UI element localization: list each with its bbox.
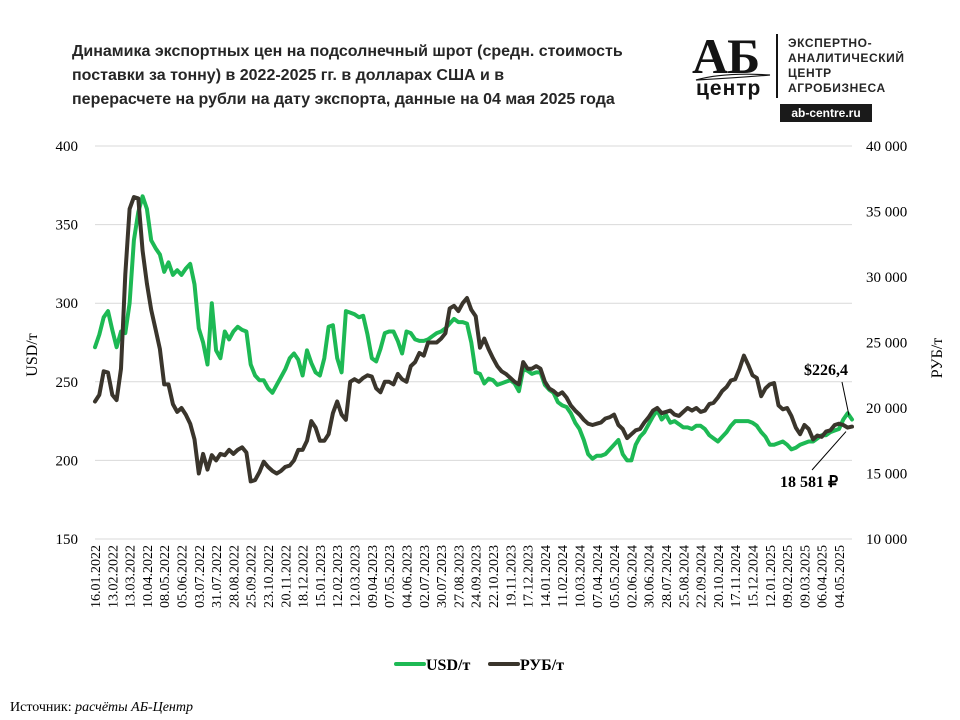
logo-divider [776, 34, 778, 98]
title-line-3: перерасчете на рубли на дату экспорта, д… [72, 91, 615, 108]
x-tick-label: 27.08.2023 [452, 545, 467, 608]
x-tick-label: 20.11.2022 [279, 545, 294, 607]
y-axis-title-right: РУБ/т [929, 338, 946, 378]
x-tick-label: 15.01.2023 [314, 545, 329, 608]
y-tick-label-left: 300 [56, 296, 79, 312]
annotation-usd-last: $226,4 [804, 362, 848, 379]
x-axis: 16.01.2022 13.02.2022 13.03.2022 10.04.2022… [89, 538, 852, 608]
y-tick-label-right: 25 000 [866, 336, 907, 352]
x-tick-label: 05.05.2024 [608, 545, 623, 608]
source-label: Источник: [10, 700, 72, 715]
x-tick-label: 30.07.2023 [435, 545, 450, 608]
x-tick-label: 14.01.2024 [539, 545, 554, 608]
y-axis-left: 150 200 250 300 350 400 USD/т [24, 139, 78, 548]
logo-letters: АБ [692, 28, 760, 84]
x-tick-label: 18.12.2022 [297, 545, 312, 608]
y-tick-label-left: 400 [56, 139, 79, 155]
x-tick-label: 12.02.2023 [331, 545, 346, 608]
x-tick-label: 17.11.2024 [729, 545, 744, 607]
y-tick-label-right: 30 000 [866, 270, 907, 286]
annotation-rub-last: 18 581 ₽ [780, 474, 838, 491]
x-tick-label: 28.07.2024 [660, 545, 675, 608]
logo-subtitle: центр [696, 77, 762, 100]
x-tick-label: 09.02.2025 [781, 545, 796, 608]
series-line-usd [93, 194, 854, 463]
x-tick-label: 25.09.2022 [245, 545, 260, 608]
series-line-rub [93, 195, 854, 484]
logo-line-4: АГРОБИЗНЕСА [788, 81, 886, 95]
x-tick-label: 04.06.2023 [400, 545, 415, 608]
x-tick-label: 09.04.2023 [366, 545, 381, 608]
title-line-2: поставки за тонну) в 2022-2025 гг. в дол… [72, 67, 505, 84]
x-tick-label: 11.02.2024 [556, 545, 571, 607]
logo-line-2: АНАЛИТИЧЕСКИЙ [788, 51, 905, 65]
x-tick-label: 04.05.2025 [833, 545, 848, 608]
logo-line-3: ЦЕНТР [788, 66, 832, 80]
x-tick-label: 10.04.2022 [141, 545, 156, 608]
x-tick-label: 12.01.2025 [764, 545, 779, 608]
logo-text: ЭКСПЕРТНО- АНАЛИТИЧЕСКИЙ ЦЕНТР АГРОБИЗНЕ… [788, 36, 905, 96]
x-tick-label: 15.12.2024 [747, 545, 762, 608]
x-tick-label: 02.07.2023 [418, 545, 433, 608]
x-tick-label: 13.02.2022 [106, 545, 121, 608]
x-tick-label: 24.09.2023 [470, 545, 485, 608]
legend: USD/т РУБ/т [394, 657, 564, 674]
x-tick-label: 16.01.2022 [89, 545, 104, 608]
y-tick-label-right: 35 000 [866, 205, 907, 221]
legend-rub-label: РУБ/т [520, 657, 564, 674]
y-tick-label-left: 250 [56, 375, 79, 391]
x-tick-label: 19.11.2023 [504, 545, 519, 607]
x-tick-label: 13.03.2022 [124, 545, 139, 608]
y-tick-label-left: 350 [56, 218, 79, 234]
x-tick-label: 03.07.2022 [193, 545, 208, 608]
x-tick-label: 28.08.2022 [227, 545, 242, 608]
x-tick-label: 10.03.2024 [573, 545, 588, 608]
source-text: расчёты АБ-Центр [75, 700, 193, 715]
x-tick-label: 22.09.2024 [695, 545, 710, 608]
x-tick-label: 23.10.2022 [262, 545, 277, 608]
x-tick-label: 25.08.2024 [677, 545, 692, 608]
y-axis-title-left: USD/т [24, 333, 41, 376]
chart-title: Динамика экспортных цен на подсолнечный … [72, 40, 684, 112]
x-tick-label: 30.06.2024 [643, 545, 658, 608]
source-note: Источник: расчёты АБ-Центр [10, 700, 193, 716]
legend-usd-label: USD/т [426, 657, 470, 674]
y-tick-label-left: 200 [56, 453, 79, 469]
series-lines [93, 194, 854, 484]
annotation-rub-leader [811, 431, 847, 471]
logo-leaf-icon [695, 73, 771, 81]
x-tick-label: 07.04.2024 [591, 545, 606, 608]
x-tick-label: 08.05.2022 [158, 545, 173, 608]
annotation-usd-leader [841, 381, 850, 416]
y-axis-right: 10 000 15 000 20 000 25 000 30 000 35 000 40 0… [866, 139, 946, 548]
x-tick-label: 07.05.2023 [383, 545, 398, 608]
annotations: $226,4 18 581 ₽ [780, 362, 850, 491]
x-tick-label: 22.10.2023 [487, 545, 502, 608]
logo-url: ab-centre.ru [780, 104, 872, 122]
x-tick-label: 02.06.2024 [625, 545, 640, 608]
y-tick-label-right: 15 000 [866, 467, 907, 483]
y-tick-label-right: 20 000 [866, 401, 907, 417]
x-tick-label: 12.03.2023 [349, 545, 364, 608]
x-tick-label: 20.10.2024 [712, 545, 727, 608]
x-tick-label: 17.12.2023 [522, 545, 537, 608]
y-tick-label-left: 150 [56, 532, 79, 548]
title-line-1: Динамика экспортных цен на подсолнечный … [72, 43, 623, 60]
x-tick-label: 05.06.2022 [176, 545, 191, 608]
y-tick-label-right: 10 000 [866, 532, 907, 548]
logo-line-1: ЭКСПЕРТНО- [788, 36, 873, 50]
x-tick-label: 06.04.2025 [816, 545, 831, 608]
ab-centre-logo: АБ центр ЭКСПЕРТНО- АНАЛИТИЧЕСКИЙ ЦЕНТР … [690, 30, 930, 122]
y-tick-label-right: 40 000 [866, 139, 907, 155]
x-tick-label: 31.07.2022 [210, 545, 225, 608]
x-tick-label: 09.03.2025 [798, 545, 813, 608]
